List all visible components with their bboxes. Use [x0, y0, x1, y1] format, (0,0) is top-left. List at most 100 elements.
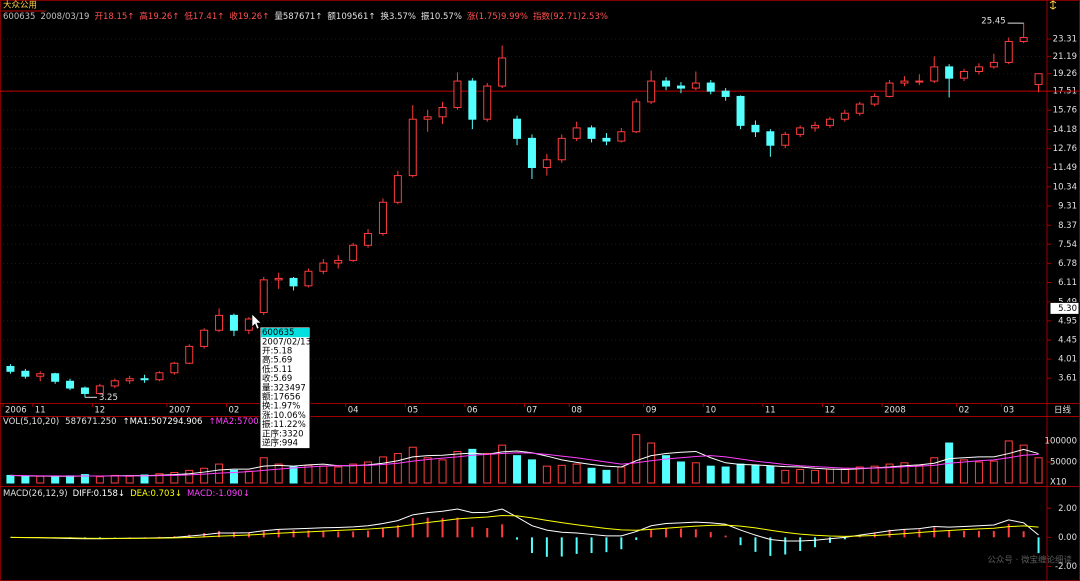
candle-body [915, 80, 924, 83]
candle-body [423, 116, 432, 120]
candle-body [855, 103, 864, 114]
volume-bar [21, 476, 30, 484]
volume-bar [900, 462, 909, 484]
candle-body [274, 277, 283, 281]
x-tick-label: 05 [407, 406, 418, 416]
macd-line [10, 508, 1039, 542]
volume-bar [1019, 444, 1028, 484]
volume-bar [989, 460, 998, 484]
header-item: DIFF:0.158↓ [73, 489, 126, 499]
x-tick-label: 09 [646, 406, 657, 416]
header-line: 600635 2008/03/19 开18.15↑ 高19.26↑ 低17.41↑ 收19… [3, 11, 608, 22]
volume-bar [870, 465, 879, 484]
volume-bar [572, 463, 581, 484]
candle-body [900, 80, 909, 84]
candle-body [557, 137, 566, 161]
candle-body [140, 378, 149, 381]
header-item: ↑MA1:507294.906 [123, 417, 203, 427]
candle-body [483, 85, 492, 120]
header-item: 量587671↑ [274, 12, 322, 22]
volume-bar [1004, 440, 1013, 484]
volume-bar [408, 446, 417, 484]
candle-body [155, 372, 164, 381]
header-item: 涨(1.75)9.99% [467, 11, 528, 22]
volume-bar [587, 467, 596, 484]
header-item: MACD(26,12,9) [3, 489, 68, 499]
header-item: 600635 [3, 12, 35, 22]
x-tick-label: 11 [35, 406, 46, 416]
candle-body [751, 124, 760, 133]
volume-bar [811, 469, 820, 484]
header-item: 高19.26↑ [139, 11, 179, 22]
candle-body [95, 385, 104, 394]
unit-label: X10 [1050, 478, 1067, 488]
x-tick-label: 04 [348, 406, 359, 416]
plot: 600635 2008/03/19 开18.15↑ 高19.26↑ 低17.41↑ 收19… [0, 11, 1080, 572]
y-tick-label: 3.61 [1058, 374, 1077, 384]
tooltip-line: 逆序:994 [262, 438, 298, 449]
candle-body [930, 66, 939, 82]
x-tick-label: 11 [765, 406, 776, 416]
volume-bar [647, 442, 656, 484]
scroll-icon[interactable] [1049, 0, 1057, 10]
header-item: 开18.15↑ [94, 12, 134, 22]
volume-bar [498, 444, 507, 484]
candle-body [885, 82, 894, 97]
tooltip-line: 600635 [262, 328, 294, 338]
candle-body [974, 66, 983, 72]
y-tick-label: 15.76 [1053, 106, 1077, 116]
y-tick-label: 12.76 [1053, 144, 1077, 154]
volume-bar [736, 463, 745, 484]
x-tick-label: 2006 [5, 406, 27, 416]
x-tick-label: 07 [527, 406, 538, 416]
period-label[interactable]: 日线 [1054, 405, 1072, 416]
candle-body [304, 270, 313, 287]
candle-body [453, 80, 462, 108]
volume-bar [170, 471, 179, 484]
x-tick-label: 08 [571, 406, 582, 416]
candle-body [572, 127, 581, 139]
y-tick-label: 21.19 [1053, 52, 1077, 62]
tooltip: 6006352007/02/13开:5.18高:5.69低:5.11收:5.69… [259, 326, 311, 450]
x-tick-label: 03 [1003, 406, 1014, 416]
volume-bar [960, 459, 969, 484]
macd-line [10, 515, 1039, 539]
volume-bar [617, 466, 626, 484]
tooltip-line: 高:5.69 [262, 355, 292, 366]
volume-bar [974, 461, 983, 484]
y-tick-label: 50000 [1050, 457, 1077, 467]
tooltip-line: 额:17656 [262, 392, 300, 403]
candle-body [1004, 40, 1013, 63]
candle-body [766, 131, 775, 146]
header-line: MACD(26,12,9) DIFF:0.158↓ DEA:0.703↓ MACD:-… [3, 489, 250, 499]
candle-body [80, 387, 89, 394]
volume-bar [51, 476, 60, 484]
tooltip-line: 振:11.22% [262, 419, 306, 430]
candle-body [334, 259, 343, 264]
header-item: ↑MA2:570084.625 [208, 417, 288, 427]
volume-bar [527, 459, 536, 484]
volume-bar [319, 465, 328, 484]
candle-body [840, 112, 849, 120]
y-tick-label: 6.78 [1058, 259, 1077, 269]
y-tick-label: 19.26 [1053, 69, 1077, 79]
candle-body [364, 233, 373, 246]
volume-bar [125, 475, 134, 484]
volume-bar [289, 466, 298, 484]
candle-body [259, 279, 268, 314]
header-item: 换3.57% [380, 11, 416, 22]
volume-bar [840, 467, 849, 484]
y-tick-label: 4.45 [1058, 336, 1077, 346]
candle-body [110, 380, 119, 387]
candle-body [825, 118, 834, 126]
x-tick-label: 12 [94, 406, 105, 416]
tooltip-line: 换:1.97% [262, 401, 300, 412]
volume-bar [468, 448, 477, 484]
x-tick-label: 2008 [884, 406, 906, 416]
header-item: MACD:-1.090↓ [187, 489, 250, 499]
candle-body [870, 95, 879, 105]
header-line: VOL(5,10,20) 587671.250 ↑MA1:507294.906 ↑MA… [3, 417, 288, 427]
tooltip-line: 收:5.69 [262, 373, 292, 384]
volume-bar [393, 453, 402, 484]
